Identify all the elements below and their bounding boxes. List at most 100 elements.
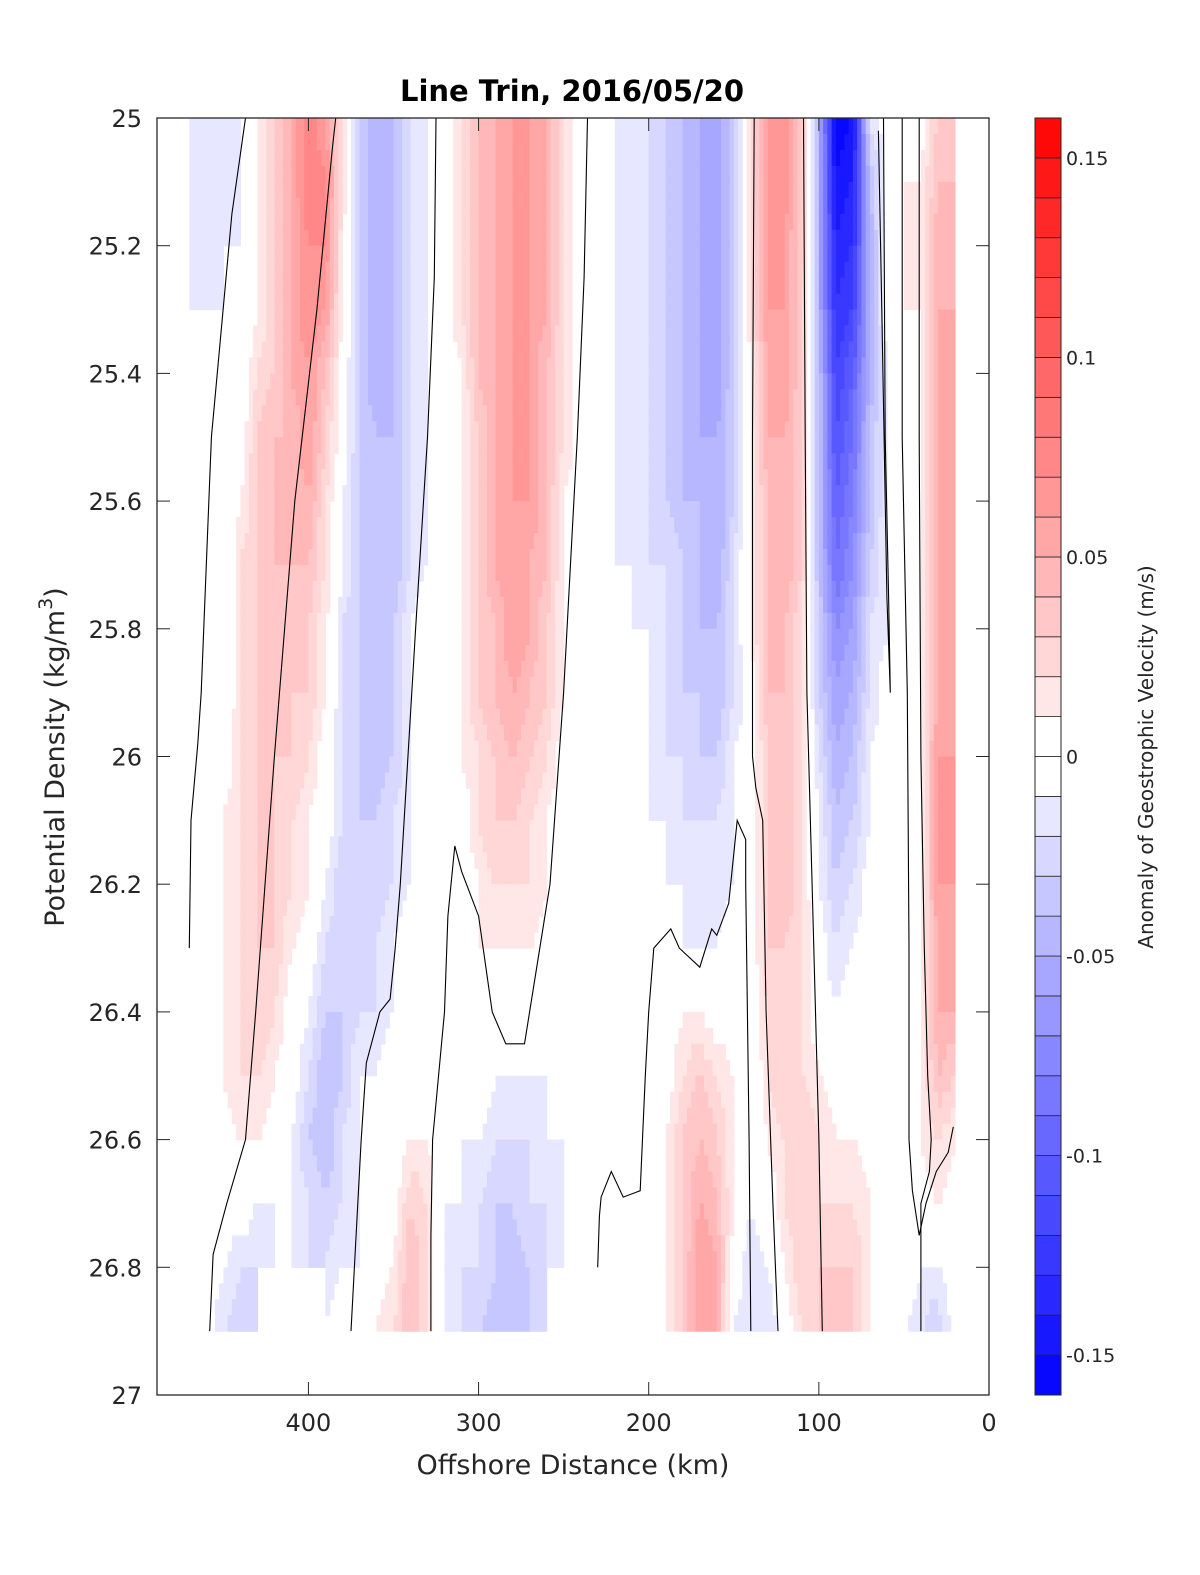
heatmap-cell xyxy=(346,644,352,662)
heatmap-cell xyxy=(270,1027,275,1045)
heatmap-cell xyxy=(227,900,233,917)
heatmap-cell xyxy=(329,836,335,853)
heatmap-cell xyxy=(304,133,310,151)
heatmap-cell xyxy=(623,453,629,470)
heatmap-cell xyxy=(453,181,458,199)
heatmap-cell xyxy=(457,1235,463,1252)
heatmap-cell xyxy=(282,948,288,965)
heatmap-cell xyxy=(631,181,637,199)
heatmap-cell xyxy=(665,501,671,518)
heatmap-cell xyxy=(295,469,301,486)
heatmap-cell xyxy=(623,293,629,311)
heatmap-cell xyxy=(427,1283,433,1300)
heatmap-cell xyxy=(538,1155,543,1173)
heatmap-cell xyxy=(512,580,518,598)
heatmap-cell xyxy=(338,1219,344,1236)
heatmap-cell xyxy=(376,1315,382,1332)
heatmap-cell xyxy=(516,309,522,327)
heatmap-cell xyxy=(414,421,420,438)
heatmap-cell xyxy=(359,197,365,215)
heatmap-cell xyxy=(648,325,654,343)
heatmap-cell xyxy=(555,1235,560,1252)
heatmap-cell xyxy=(465,517,471,534)
heatmap-cell xyxy=(635,596,641,614)
heatmap-cell xyxy=(657,293,663,311)
heatmap-cell xyxy=(661,788,667,805)
heatmap-cell xyxy=(521,1299,526,1316)
heatmap-cell xyxy=(367,740,373,758)
heatmap-cell xyxy=(542,181,548,199)
heatmap-cell xyxy=(278,501,284,518)
heatmap-cell xyxy=(393,1235,399,1252)
heatmap-cell xyxy=(508,676,514,694)
heatmap-cell xyxy=(244,453,250,470)
heatmap-cell xyxy=(244,820,250,837)
heatmap-cell xyxy=(508,884,514,901)
heatmap-cell xyxy=(538,118,543,135)
heatmap-cell xyxy=(470,628,475,646)
heatmap-cell xyxy=(665,277,671,295)
heatmap-cell xyxy=(487,197,492,215)
heatmap-cell xyxy=(325,948,331,965)
heatmap-cell xyxy=(384,948,390,965)
heatmap-cell xyxy=(389,852,395,869)
heatmap-cell xyxy=(304,357,310,374)
heatmap-cell xyxy=(342,1059,348,1077)
heatmap-cell xyxy=(312,453,318,470)
heatmap-cell xyxy=(410,133,416,151)
heatmap-cell xyxy=(193,229,199,247)
heatmap-cell xyxy=(644,548,650,566)
heatmap-cell xyxy=(295,580,301,598)
heatmap-cell xyxy=(631,133,637,151)
heatmap-cell xyxy=(623,548,629,566)
heatmap-cell xyxy=(321,389,327,406)
heatmap-cell xyxy=(529,501,535,518)
heatmap-cell xyxy=(652,421,658,438)
heatmap-cell xyxy=(516,724,522,742)
heatmap-cell xyxy=(640,357,646,374)
heatmap-cell xyxy=(393,564,399,582)
heatmap-cell xyxy=(287,181,293,199)
heatmap-cell xyxy=(669,165,675,183)
heatmap-cell xyxy=(550,740,556,758)
heatmap-cell xyxy=(423,437,429,454)
heatmap-cell xyxy=(533,485,539,502)
heatmap-cell xyxy=(355,421,361,438)
heatmap-cell xyxy=(376,756,382,774)
heatmap-cell xyxy=(482,932,488,949)
heatmap-cell xyxy=(406,660,412,678)
heatmap-cell xyxy=(295,357,301,374)
heatmap-cell xyxy=(257,293,263,311)
heatmap-cell xyxy=(325,900,331,917)
heatmap-cell xyxy=(550,756,556,774)
heatmap-cell xyxy=(542,261,548,279)
heatmap-cell xyxy=(308,724,314,742)
heatmap-cell xyxy=(376,485,382,502)
heatmap-cell xyxy=(274,628,280,646)
heatmap-cell xyxy=(661,118,667,135)
heatmap-cell xyxy=(674,692,680,710)
heatmap-cell xyxy=(265,421,271,438)
heatmap-cell xyxy=(470,1139,475,1157)
heatmap-cell xyxy=(274,692,280,710)
heatmap-cell xyxy=(274,229,280,247)
heatmap-cell xyxy=(278,932,284,949)
heatmap-cell xyxy=(380,1011,386,1029)
heatmap-cell xyxy=(333,373,339,390)
heatmap-cell xyxy=(308,660,314,678)
heatmap-cell xyxy=(542,884,548,901)
heatmap-cell xyxy=(372,772,378,790)
heatmap-cell xyxy=(508,1299,514,1316)
heatmap-cell xyxy=(291,916,297,933)
heatmap-cell xyxy=(678,405,684,422)
heatmap-cell xyxy=(270,197,275,215)
heatmap-cell xyxy=(384,820,390,837)
heatmap-cell xyxy=(525,357,531,374)
heatmap-cell xyxy=(350,229,356,247)
heatmap-cell xyxy=(635,118,641,135)
heatmap-cell xyxy=(478,580,484,598)
heatmap-cell xyxy=(465,229,471,247)
heatmap-cell xyxy=(499,628,505,646)
heatmap-cell xyxy=(669,118,675,135)
heatmap-cell xyxy=(346,1203,352,1221)
